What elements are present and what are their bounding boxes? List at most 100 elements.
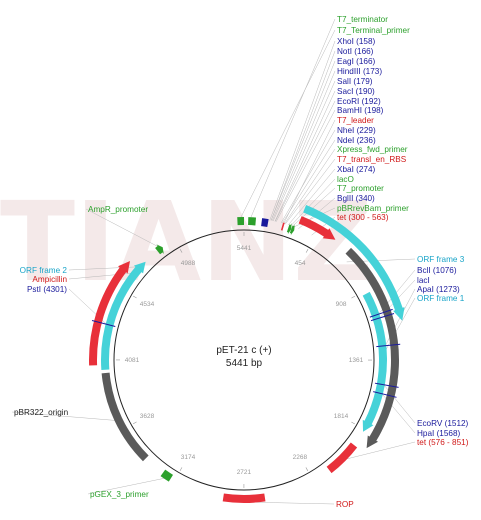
leader-line bbox=[269, 40, 336, 221]
leader-line bbox=[240, 29, 336, 219]
feature-pgex-3-primer bbox=[160, 469, 174, 482]
feature-label: SalI (179) bbox=[337, 77, 373, 86]
feature-label: T7_transl_en_RBS bbox=[337, 155, 407, 164]
leader-line bbox=[284, 148, 336, 225]
feature-label: BamHI (198) bbox=[337, 106, 384, 115]
tick-mark bbox=[132, 421, 137, 425]
tick-label: 3174 bbox=[181, 454, 196, 461]
feature-label: ROP bbox=[336, 500, 354, 509]
feature-label: NheI (229) bbox=[337, 126, 376, 135]
tick-label: 5441 bbox=[237, 245, 252, 252]
leader-line bbox=[85, 208, 159, 247]
plasmid-length: 5441 bp bbox=[226, 358, 263, 369]
plasmid-name: pET-21 c (+) bbox=[216, 345, 271, 356]
site-marks bbox=[91, 308, 401, 398]
tick-label: 4988 bbox=[181, 260, 196, 267]
feature-t7-terminal-primer bbox=[237, 217, 244, 226]
feature-label: XhoI (158) bbox=[337, 37, 376, 46]
leader-line bbox=[290, 178, 336, 227]
tick-mark bbox=[305, 249, 309, 253]
site-mark bbox=[91, 320, 116, 328]
feature-label: ORF frame 3 bbox=[417, 255, 465, 264]
feature-label: ApaI (1273) bbox=[417, 285, 460, 294]
site-mark bbox=[370, 313, 395, 322]
feature-label: tet (576 - 851) bbox=[417, 438, 469, 447]
tick-label: 1361 bbox=[349, 357, 364, 364]
feature-pbr322-origin bbox=[101, 372, 149, 462]
tick-label: 2721 bbox=[237, 469, 252, 476]
feature-label: HpaI (1568) bbox=[417, 429, 461, 438]
leader-line bbox=[282, 139, 336, 224]
tick-label: 4534 bbox=[140, 301, 155, 308]
feature-label: T7_terminator bbox=[337, 15, 388, 24]
feature-label: T7_leader bbox=[337, 116, 374, 125]
site-mark bbox=[369, 308, 393, 318]
leader-line bbox=[292, 187, 336, 227]
feature-pbrrevbam-primer bbox=[289, 224, 295, 236]
leader-line bbox=[275, 109, 336, 222]
feature-label: pGEX_3_primer bbox=[90, 490, 149, 499]
feature-label: AmpR_promoter bbox=[88, 205, 148, 214]
feature-label: NotI (166) bbox=[337, 47, 374, 56]
tick-label: 454 bbox=[295, 260, 306, 267]
tick-mark bbox=[179, 467, 183, 471]
leader-line bbox=[272, 80, 336, 222]
tick-marks: 5441 454 908 1361 1814 2268 2721 3174 3628 4081 45… bbox=[115, 232, 373, 489]
feature-laci-gray bbox=[345, 247, 399, 449]
feature-label: HindIII (173) bbox=[337, 67, 382, 76]
feature-label: EcoRV (1512) bbox=[417, 419, 469, 428]
feature-rop bbox=[222, 493, 266, 503]
leader-line bbox=[87, 477, 166, 495]
feature-label: lacI bbox=[417, 276, 430, 285]
tick-label: 908 bbox=[336, 301, 347, 308]
leader-line bbox=[345, 441, 416, 460]
tick-mark bbox=[179, 248, 183, 253]
feature-orf-frame-2 bbox=[100, 261, 146, 371]
leader-line bbox=[270, 50, 336, 221]
feature-label: lacO bbox=[337, 175, 354, 184]
feature-label: pBR322_origin bbox=[14, 408, 69, 417]
feature-orf-frame-3 bbox=[303, 204, 405, 321]
feature-t7-terminator bbox=[248, 217, 257, 226]
tick-label: 1814 bbox=[334, 413, 349, 420]
feature-label: ORF frame 2 bbox=[20, 266, 68, 275]
leader-line bbox=[271, 70, 336, 221]
feature-labels: T7_terminator T7_Terminal_primer XhoI (158… bbox=[14, 15, 469, 509]
feature-label: BglII (340) bbox=[337, 194, 375, 203]
feature-label: EcoRI (192) bbox=[337, 97, 381, 106]
plasmid-backbone bbox=[113, 229, 375, 491]
feature-label: T7_Terminal_primer bbox=[337, 26, 410, 35]
feature-orf-frame-1 bbox=[362, 291, 387, 432]
feature-label: Ampicillin bbox=[32, 275, 67, 284]
feature-t7-leader bbox=[280, 222, 285, 231]
leader-line bbox=[283, 119, 336, 224]
leader-line bbox=[250, 18, 336, 219]
feature-label: tet (300 - 563) bbox=[337, 213, 389, 222]
tick-mark bbox=[305, 467, 309, 472]
feature-ampicillin bbox=[88, 260, 130, 366]
feature-tet-300-563 bbox=[298, 216, 336, 240]
leader-line bbox=[270, 60, 336, 221]
feature-label: EagI (166) bbox=[337, 57, 376, 66]
feature-ampr-promoter bbox=[155, 244, 164, 255]
feature-label: pBRrevBam_primer bbox=[337, 204, 409, 213]
leader-line bbox=[244, 501, 335, 505]
site-mark bbox=[374, 382, 399, 388]
leader-line bbox=[274, 90, 336, 222]
site-mark bbox=[376, 343, 401, 348]
feature-label: BclI (1076) bbox=[417, 266, 457, 275]
feature-label: T7_promoter bbox=[337, 184, 384, 193]
feature-label: Xpress_fwd_primer bbox=[337, 145, 408, 154]
feature-label: XbaI (274) bbox=[337, 165, 376, 174]
tick-label: 2268 bbox=[293, 454, 308, 461]
leader-line bbox=[287, 168, 336, 226]
feature-tet-576-851 bbox=[326, 442, 358, 474]
tick-mark bbox=[351, 421, 355, 425]
feature-label: ORF frame 1 bbox=[417, 294, 465, 303]
feature-t7-promoter bbox=[286, 223, 292, 235]
feature-arcs bbox=[88, 204, 405, 503]
tick-label: 3628 bbox=[140, 413, 155, 420]
watermark-text: TIANZ bbox=[0, 178, 373, 306]
